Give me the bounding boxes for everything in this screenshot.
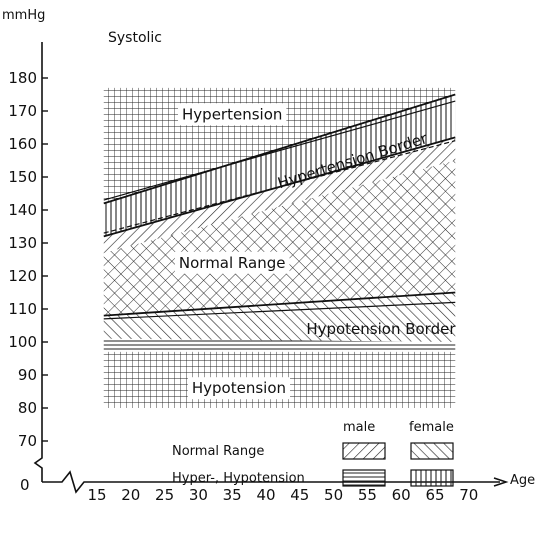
legend-label-normal-range: Normal Range xyxy=(172,444,264,459)
x-tick-label-40: 40 xyxy=(256,486,275,504)
legend-swatch-normal-male xyxy=(342,442,386,460)
x-tick-label-65: 65 xyxy=(425,486,444,504)
origin-label: 0 xyxy=(20,476,30,494)
y-tick-label-160: 160 xyxy=(8,135,37,153)
pressure-bands xyxy=(103,87,456,408)
x-tick-label-15: 15 xyxy=(87,486,106,504)
region-label-normal-range: Normal Range xyxy=(179,254,286,272)
y-tick-label-120: 120 xyxy=(8,267,37,285)
band-normal-upper-strip xyxy=(103,137,456,253)
axes xyxy=(33,42,509,494)
border-lower-male-line xyxy=(103,136,456,238)
boundary-lines xyxy=(103,93,456,320)
border-lower-female-line xyxy=(103,140,456,234)
x-axis-label: Age xyxy=(510,473,535,488)
legend-swatch-hyper-male xyxy=(342,469,386,487)
y-axis-unit: mmHg xyxy=(2,8,45,23)
normal-lower-male-line xyxy=(103,291,456,317)
chart-title: Systolic xyxy=(108,30,162,46)
x-axis-arrow xyxy=(493,477,509,487)
band-hypertension-border xyxy=(103,94,456,237)
y-axis-ticks: 180 170 160 150 140 130 120 110 100 90 80 70 xyxy=(8,69,48,450)
x-tick-label-35: 35 xyxy=(223,486,242,504)
band-normal-lower-strip xyxy=(103,292,456,342)
y-tick-label-180: 180 xyxy=(8,69,37,87)
x-tick-label-25: 25 xyxy=(155,486,174,504)
x-tick-label-60: 60 xyxy=(392,486,411,504)
x-axis-ticks: 15 20 25 30 35 40 45 50 55 60 65 70 xyxy=(87,486,478,504)
y-tick-label-130: 130 xyxy=(8,234,37,252)
x-tick-label-45: 45 xyxy=(290,486,309,504)
label-bg-hypertension xyxy=(178,103,287,126)
x-tick-label-30: 30 xyxy=(189,486,208,504)
legend-swatch-normal-female xyxy=(410,442,454,460)
y-axis-line xyxy=(33,42,43,482)
region-label-hypertension: Hypertension xyxy=(182,105,282,123)
x-tick-label-20: 20 xyxy=(121,486,140,504)
y-tick-label-150: 150 xyxy=(8,168,37,186)
band-hypotension-border xyxy=(103,338,456,352)
band-normal-range xyxy=(103,160,456,316)
hypertension-lower-male-line xyxy=(103,93,456,205)
y-tick-label-70: 70 xyxy=(18,432,37,450)
region-label-hypotension-border: Hypotension Border xyxy=(306,320,456,338)
region-label-hypotension: Hypotension xyxy=(192,379,286,397)
x-tick-label-55: 55 xyxy=(358,486,377,504)
x-axis-line xyxy=(42,470,500,494)
label-bg-hypotension xyxy=(187,377,291,400)
legend-label-hyper-hypotension: Hyper-, Hypotension xyxy=(172,471,305,486)
y-tick-label-80: 80 xyxy=(18,399,37,417)
y-tick-label-100: 100 xyxy=(8,333,37,351)
x-tick-label-50: 50 xyxy=(324,486,343,504)
hypertension-lower-female-line xyxy=(103,100,456,201)
legend-col-male: male xyxy=(343,420,375,435)
y-tick-label-170: 170 xyxy=(8,102,37,120)
y-tick-label-90: 90 xyxy=(18,366,37,384)
legend: male female Normal Range Hyper-, Hypoten… xyxy=(172,420,454,487)
normal-lower-female-line xyxy=(103,301,456,320)
legend-col-female: female xyxy=(409,420,454,435)
y-tick-label-110: 110 xyxy=(8,300,37,318)
legend-swatch-hyper-female xyxy=(410,469,454,487)
label-bg-normal-range xyxy=(174,251,290,274)
y-tick-label-140: 140 xyxy=(8,201,37,219)
x-tick-label-70: 70 xyxy=(459,486,478,504)
